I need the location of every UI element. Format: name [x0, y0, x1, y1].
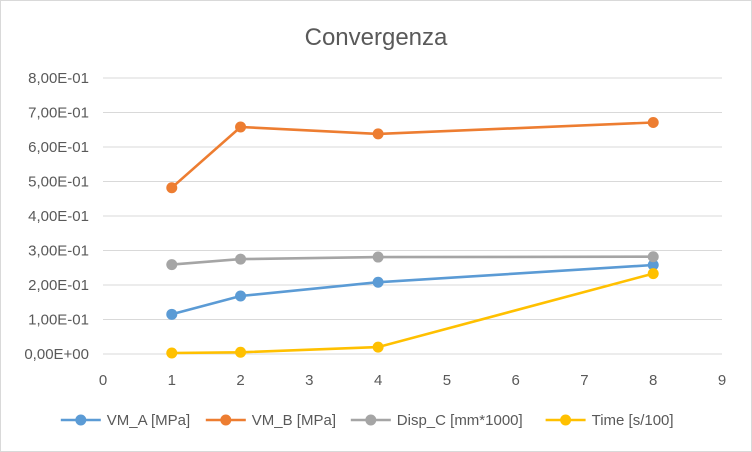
legend-item: Time [s/100] — [545, 412, 674, 429]
x-tick-label: 3 — [305, 372, 313, 389]
data-point — [166, 182, 178, 194]
y-tick-label: 6,00E-01 — [28, 139, 89, 156]
data-point — [372, 341, 384, 353]
legend-label: VM_B [MPa] — [252, 412, 336, 429]
legend-item: VM_A [MPa] — [60, 412, 190, 429]
data-point — [647, 259, 659, 271]
data-point — [372, 251, 384, 263]
data-point — [647, 268, 659, 280]
y-tick-label: 8,00E-01 — [28, 70, 89, 87]
legend-marker — [365, 414, 377, 426]
data-point — [235, 346, 247, 358]
y-tick-label: 7,00E-01 — [28, 105, 89, 122]
x-tick-label: 0 — [99, 372, 107, 389]
legend-label: Time [s/100] — [592, 412, 674, 429]
x-tick-label: 2 — [236, 372, 244, 389]
data-point — [372, 128, 384, 140]
y-tick-label: 0,00E+00 — [24, 346, 89, 363]
data-point — [372, 276, 384, 288]
legend-item: VM_B [MPa] — [205, 412, 336, 429]
gridlines — [103, 77, 722, 355]
data-point — [647, 117, 659, 129]
legend-marker — [560, 414, 572, 426]
data-point — [235, 253, 247, 265]
chart-title: Convergenza — [305, 24, 448, 51]
series-vm-a-mpa — [166, 259, 659, 320]
data-point — [235, 121, 247, 133]
y-tick-label: 5,00E-01 — [28, 174, 89, 191]
series-line — [170, 272, 655, 355]
x-tick-label: 8 — [649, 372, 657, 389]
x-tick-label: 7 — [580, 372, 588, 389]
x-tick-label: 9 — [718, 372, 726, 389]
legend-marker — [75, 414, 87, 426]
legend-item: Disp_C [mm*1000] — [350, 412, 523, 429]
series-line — [170, 121, 655, 189]
series-time-s-100 — [166, 268, 659, 359]
y-tick-label: 4,00E-01 — [28, 208, 89, 225]
legend-label: Disp_C [mm*1000] — [397, 412, 523, 429]
y-tick-label: 1,00E-01 — [28, 312, 89, 329]
y-tick-label: 3,00E-01 — [28, 243, 89, 260]
x-tick-label: 6 — [511, 372, 519, 389]
data-point — [166, 259, 178, 271]
data-point — [647, 251, 659, 263]
series-disp-c-mm-1000 — [166, 251, 659, 271]
y-tick-label: 2,00E-01 — [28, 277, 89, 294]
x-tick-label: 1 — [168, 372, 176, 389]
series-line — [170, 255, 655, 266]
data-point — [235, 290, 247, 302]
x-tick-label: 5 — [443, 372, 451, 389]
series-line — [170, 263, 655, 316]
series-vm-b-mpa — [166, 117, 659, 194]
x-tick-label: 4 — [374, 372, 382, 389]
legend: VM_A [MPa] VM_B [MPa] Disp_C [mm*1000] Time… — [60, 412, 674, 429]
series-lines — [166, 117, 659, 359]
axes: 0,00E+00 1,00E-01 2,00E-01 3,00E-01 4,00E-01… — [24, 70, 726, 389]
legend-marker — [220, 414, 232, 426]
legend-label: VM_A [MPa] — [107, 412, 190, 429]
data-point — [166, 308, 178, 320]
data-point — [166, 347, 178, 359]
